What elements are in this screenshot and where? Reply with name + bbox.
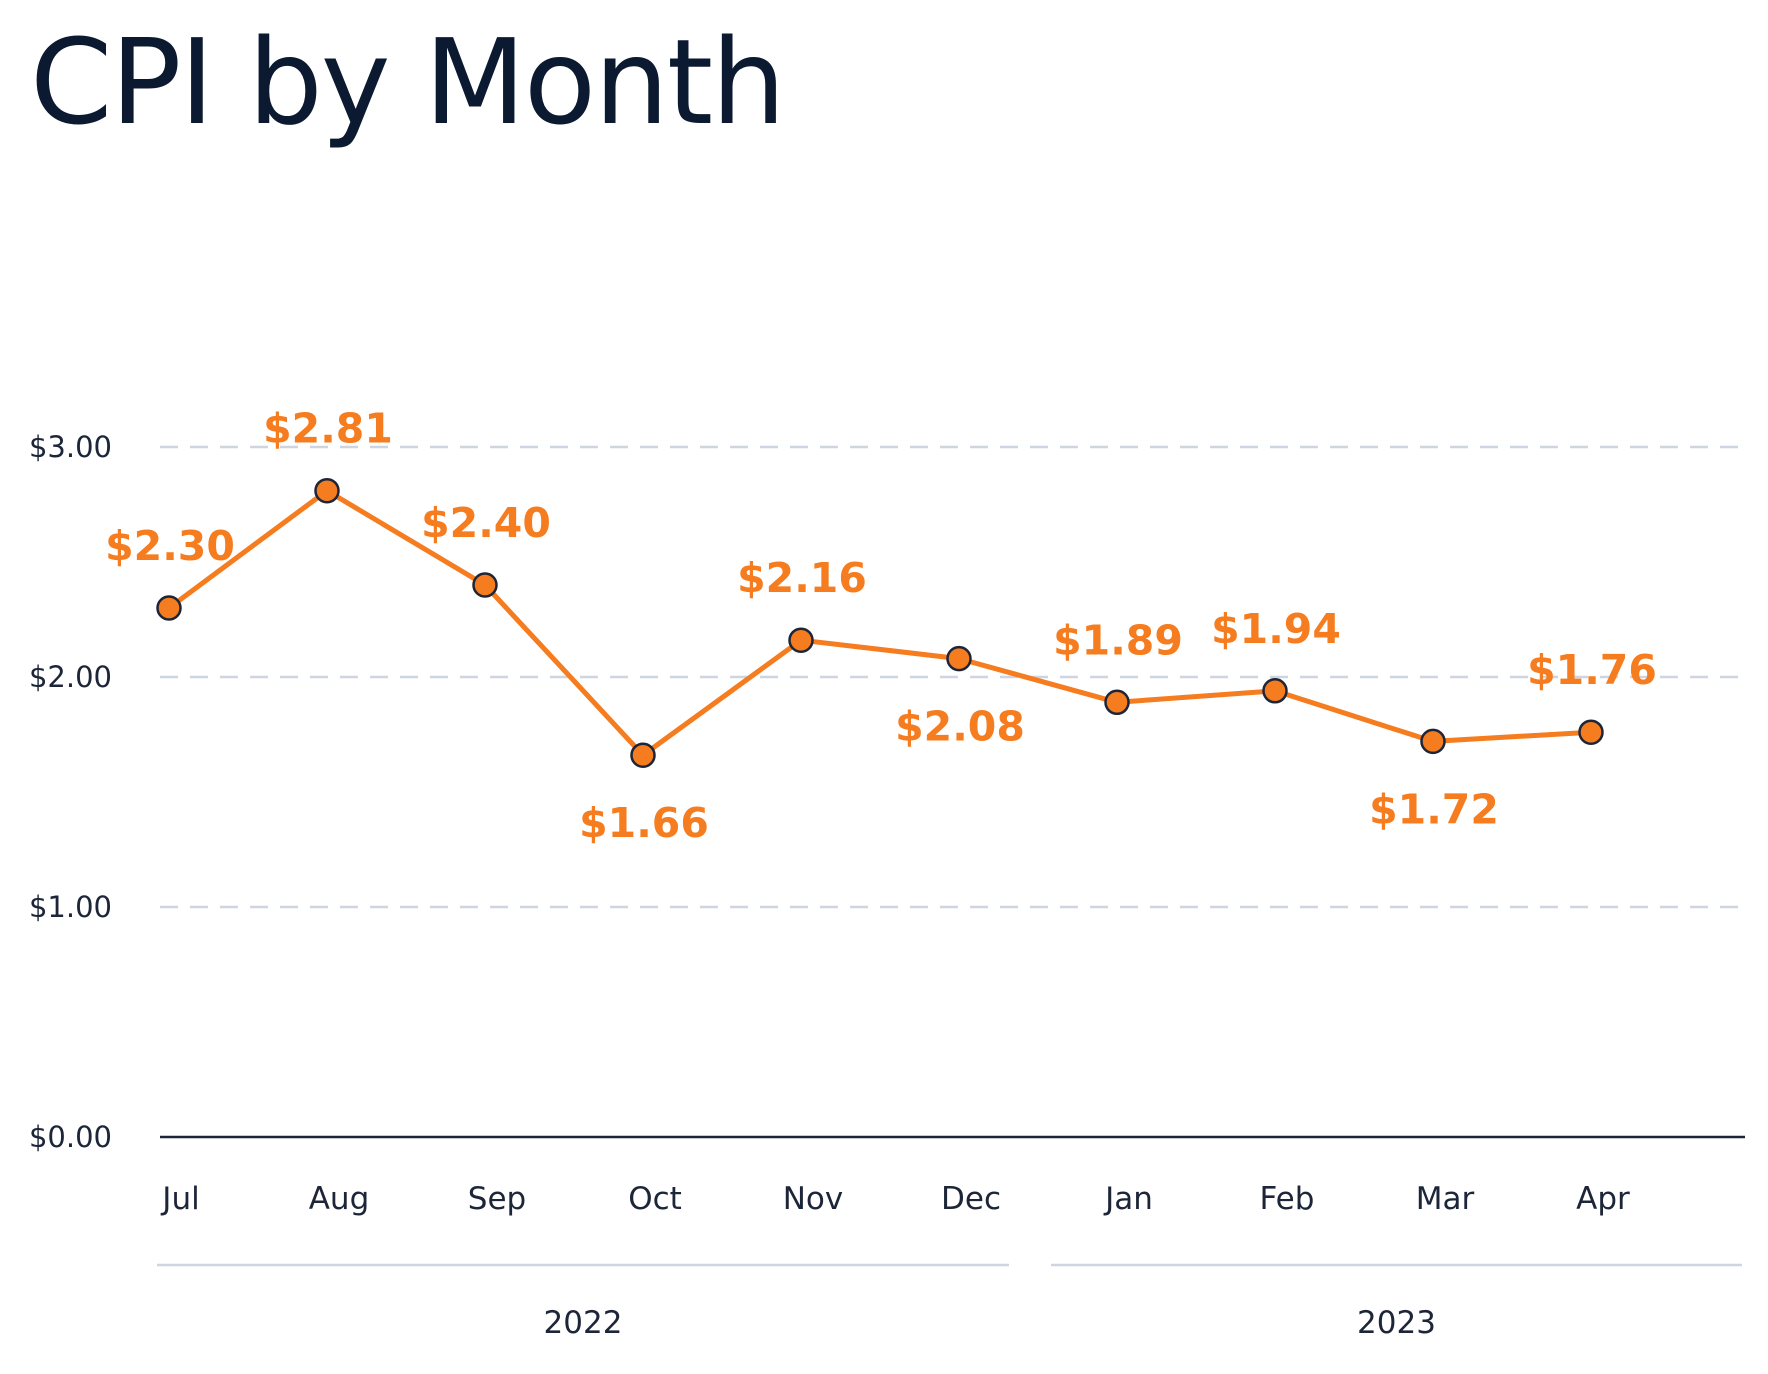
chart-title: CPI by Month — [30, 13, 786, 151]
data-label: $2.40 — [421, 499, 551, 547]
x-axis-ticks: Jul Aug Sep Oct Nov Dec Jan Feb Mar Apr — [160, 1181, 1630, 1217]
y-tick-label: $2.00 — [29, 660, 112, 694]
data-point — [1262, 678, 1288, 704]
x-tick-label: Apr — [1576, 1181, 1630, 1217]
data-point — [788, 627, 814, 653]
data-point — [472, 572, 498, 598]
y-tick-label: $3.00 — [29, 430, 112, 464]
series-line-path — [166, 488, 1594, 758]
series-line — [166, 488, 1594, 758]
y-tick-label: $1.00 — [29, 890, 112, 924]
x-tick-label: Feb — [1260, 1181, 1315, 1217]
data-label: $1.72 — [1369, 785, 1499, 833]
data-point — [946, 645, 972, 672]
x-tick-label: Jan — [1103, 1181, 1153, 1217]
data-point — [1578, 719, 1604, 745]
gridlines — [160, 445, 1745, 909]
year-group-label: 2022 — [544, 1305, 623, 1341]
data-label: $1.89 — [1053, 616, 1183, 664]
data-point — [156, 595, 182, 621]
data-labels: $2.30 $2.81 $2.40 $1.66 $2.16 $2.08 $1.89 $1.94… — [105, 405, 1657, 848]
x-tick-label: Mar — [1416, 1181, 1475, 1217]
data-label: $2.81 — [263, 405, 393, 453]
data-label: $2.08 — [895, 703, 1025, 751]
data-label: $2.16 — [737, 554, 867, 602]
data-label: $1.94 — [1211, 605, 1341, 653]
data-point — [1104, 689, 1130, 716]
x-tick-label: Jul — [160, 1181, 199, 1217]
year-group-label: 2023 — [1357, 1305, 1436, 1341]
x-tick-label: Oct — [628, 1181, 682, 1217]
data-label: $2.30 — [105, 522, 235, 570]
data-point — [1420, 728, 1446, 755]
x-tick-label: Aug — [309, 1181, 370, 1217]
year-groups: 2022 2023 — [157, 1263, 1742, 1341]
data-point — [314, 477, 340, 504]
data-label: $1.76 — [1527, 646, 1657, 694]
data-points — [156, 477, 1604, 768]
y-axis-ticks: $0.00 $1.00 $2.00 $3.00 — [29, 430, 112, 1154]
x-tick-label: Nov — [783, 1181, 844, 1217]
data-point — [630, 742, 656, 768]
data-label: $1.66 — [579, 799, 709, 847]
x-tick-label: Sep — [468, 1181, 526, 1217]
x-tick-label: Dec — [941, 1181, 1001, 1217]
y-tick-label: $0.00 — [29, 1120, 112, 1154]
